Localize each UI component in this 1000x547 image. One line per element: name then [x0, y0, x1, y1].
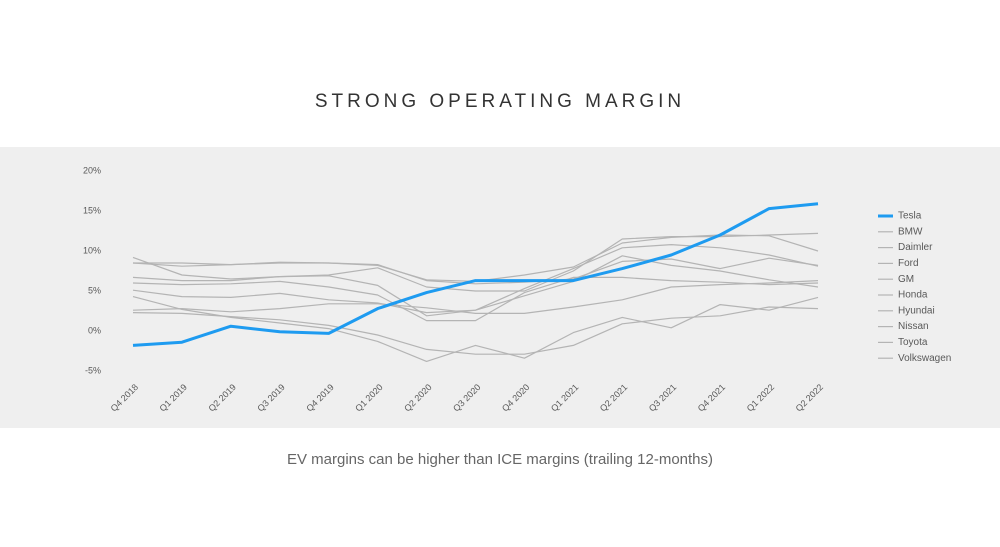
slide-title: STRONG OPERATING MARGIN — [315, 91, 685, 112]
legend-label: Nissan — [898, 321, 929, 332]
y-tick-label: 5% — [88, 285, 101, 295]
legend-label: Toyota — [898, 337, 928, 348]
series-line — [132, 202, 819, 347]
chart-background — [0, 147, 1000, 428]
legend-label: Daimler — [898, 242, 933, 253]
legend-label: Volkswagen — [898, 353, 951, 364]
series-line — [132, 306, 819, 355]
series-line — [132, 232, 819, 292]
caption: EV margins can be higher than ICE margin… — [287, 451, 713, 468]
legend-label: Tesla — [898, 211, 922, 222]
series-line — [132, 280, 819, 314]
series-line — [132, 276, 819, 322]
y-tick-label: 15% — [83, 205, 101, 215]
legend-label: Ford — [898, 258, 919, 269]
y-tick-label: -5% — [85, 365, 101, 375]
series-line — [132, 244, 819, 317]
legend-label: GM — [898, 274, 914, 285]
legend-label: Honda — [898, 290, 928, 301]
series-line — [132, 296, 819, 362]
y-tick-label: 0% — [88, 325, 101, 335]
legend-label: Hyundai — [898, 305, 935, 316]
legend-label: BMW — [898, 226, 923, 237]
y-tick-label: 20% — [83, 165, 101, 175]
y-tick-label: 10% — [83, 245, 101, 255]
